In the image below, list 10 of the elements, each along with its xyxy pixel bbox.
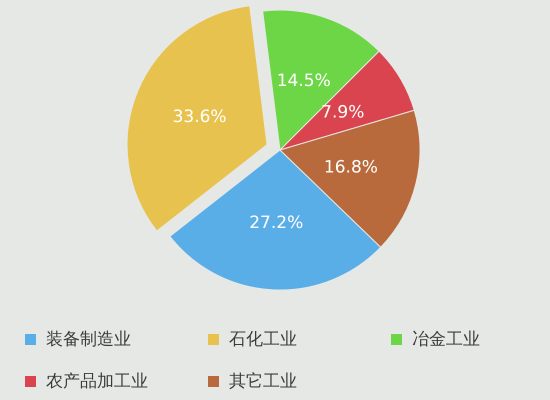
data-label: 33.6% [172,106,227,127]
data-label: 27.2% [249,212,304,233]
data-label: 7.9% [321,102,364,123]
legend-label: 石化工业 [229,330,297,350]
data-label: 14.5% [276,70,331,91]
legend-label: 其它工业 [229,372,297,392]
data-label: 16.8% [324,157,378,178]
legend-label: 装备制造业 [46,330,131,350]
legend-label: 冶金工业 [412,330,480,350]
legend-label: 农产品加工业 [46,372,148,392]
